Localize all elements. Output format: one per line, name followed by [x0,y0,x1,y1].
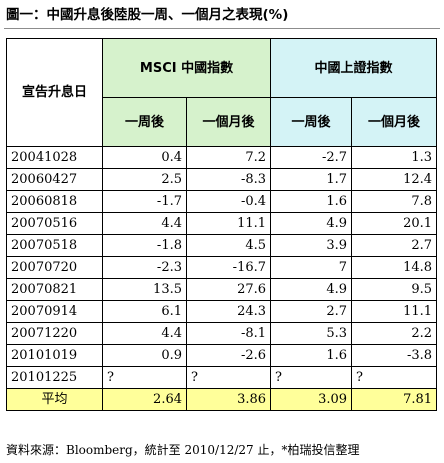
average-value: 7.81 [351,388,438,411]
value-cell: 14.8 [351,256,438,279]
value-cell: -8.1 [185,322,272,345]
rate-hike-performance-table: 宣告升息日 MSCI 中國指數 中國上證指數 一周後 一個月後 一周後 一個月後… [6,38,438,411]
average-label: 平均 [6,388,103,411]
value-cell: 11.1 [185,212,272,235]
value-cell: 1.6 [270,190,353,213]
value-cell: 1.6 [270,344,353,367]
value-cell: 2.2 [351,322,438,345]
value-cell: 1.3 [351,146,438,169]
average-value: 3.86 [185,388,272,411]
value-cell: 3.9 [270,234,353,257]
value-cell: 5.3 [270,322,353,345]
table-row: 20070516 4.4 11.1 4.9 20.1 [6,212,438,235]
value-cell: 20.1 [351,212,438,235]
table-row: 20060818 -1.7 -0.4 1.6 7.8 [6,190,438,213]
row-date: 20041028 [6,146,103,169]
shanghai-one-month-header: 一個月後 [351,97,438,147]
row-date: 20070516 [6,212,103,235]
msci-china-group-header: MSCI 中國指數 [101,38,272,98]
value-cell: 2.7 [351,234,438,257]
row-date: 20101225 [6,366,103,389]
table-row: 20101019 0.9 -2.6 1.6 -3.8 [6,344,438,367]
value-cell: 2.7 [270,300,353,323]
value-cell: -16.7 [185,256,272,279]
value-cell: 1.7 [270,168,353,191]
row-date: 20101019 [6,344,103,367]
value-cell: 4.4 [102,212,187,235]
value-cell: 27.6 [185,278,272,301]
date-column-header: 宣告升息日 [6,38,103,147]
shanghai-composite-group-header: 中國上證指數 [270,38,438,98]
average-value: 2.64 [102,388,187,411]
row-date: 20070518 [6,234,103,257]
value-cell: -1.7 [102,190,187,213]
msci-one-week-header: 一周後 [102,97,187,147]
value-cell: 11.1 [351,300,438,323]
value-cell: 4.9 [270,278,353,301]
value-cell: 4.5 [185,234,272,257]
value-cell: ? [270,366,353,389]
table-row: 20060427 2.5 -8.3 1.7 12.4 [6,168,438,191]
value-cell: 12.4 [351,168,438,191]
value-cell: 9.5 [351,278,438,301]
value-cell: ? [102,366,187,389]
value-cell: 13.5 [102,278,187,301]
average-value: 3.09 [270,388,353,411]
row-date: 20070821 [6,278,103,301]
table-row: 20101225???? [6,366,438,389]
value-cell: 0.4 [102,146,187,169]
row-date: 20060427 [6,168,103,191]
value-cell: 7.2 [185,146,272,169]
row-date: 20070914 [6,300,103,323]
value-cell: -3.8 [351,344,438,367]
value-cell: -2.7 [270,146,353,169]
value-cell: ? [185,366,272,389]
value-cell: 6.1 [102,300,187,323]
value-cell: -0.4 [185,190,272,213]
average-row: 平均 2.64 3.86 3.09 7.81 [6,388,438,411]
row-date: 20070720 [6,256,103,279]
table-row: 20070914 6.1 24.3 2.7 11.1 [6,300,438,323]
value-cell: -8.3 [185,168,272,191]
value-cell: ? [351,366,438,389]
value-cell: -2.6 [185,344,272,367]
msci-one-month-header: 一個月後 [185,97,272,147]
value-cell: 24.3 [185,300,272,323]
value-cell: 7 [270,256,353,279]
source-note: 資料來源：Bloomberg，統計至 2010/12/27 止，*柏瑞投信整理 [6,443,360,457]
shanghai-one-week-header: 一周後 [270,97,353,147]
value-cell: 4.4 [102,322,187,345]
value-cell: -1.8 [102,234,187,257]
row-date: 20060818 [6,190,103,213]
value-cell: 7.8 [351,190,438,213]
value-cell: 4.9 [270,212,353,235]
page-title: 圖一：中國升息後陸股一周、一個月之表現(%) [6,7,289,23]
value-cell: 0.9 [102,344,187,367]
value-cell: 2.5 [102,168,187,191]
table-row: 20070821 13.5 27.6 4.9 9.5 [6,278,438,301]
table-row: 20041028 0.4 7.2 -2.7 1.3 [6,146,438,169]
table-row: 20070720 -2.3 -16.7 7 14.8 [6,256,438,279]
table-row: 20070518 -1.8 4.5 3.9 2.7 [6,234,438,257]
value-cell: -2.3 [102,256,187,279]
row-date: 20071220 [6,322,103,345]
table-row: 20071220 4.4 -8.1 5.3 2.2 [6,322,438,345]
title-divider [4,28,440,29]
